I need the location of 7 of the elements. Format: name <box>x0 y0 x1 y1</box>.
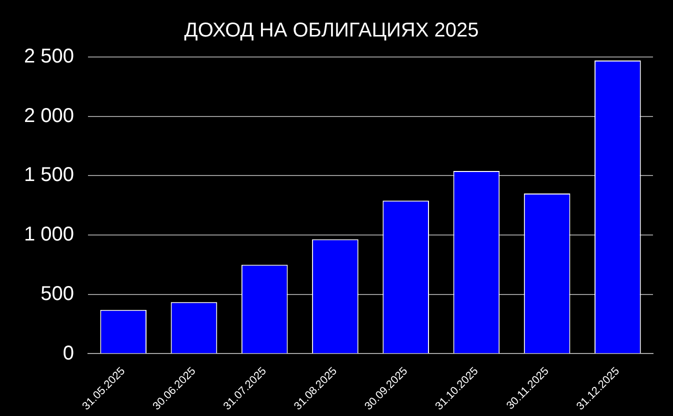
y-tick-label: 1 000 <box>24 224 74 246</box>
y-tick-label: 1 500 <box>24 164 74 186</box>
chart-title: ДОХОД НА ОБЛИГАЦИЯХ 2025 <box>184 20 479 42</box>
y-tick-label: 0 <box>62 342 74 364</box>
y-tick-label: 2 500 <box>24 46 74 68</box>
y-tick-label: 500 <box>40 282 74 305</box>
y-tick-label: 2 000 <box>24 104 74 127</box>
